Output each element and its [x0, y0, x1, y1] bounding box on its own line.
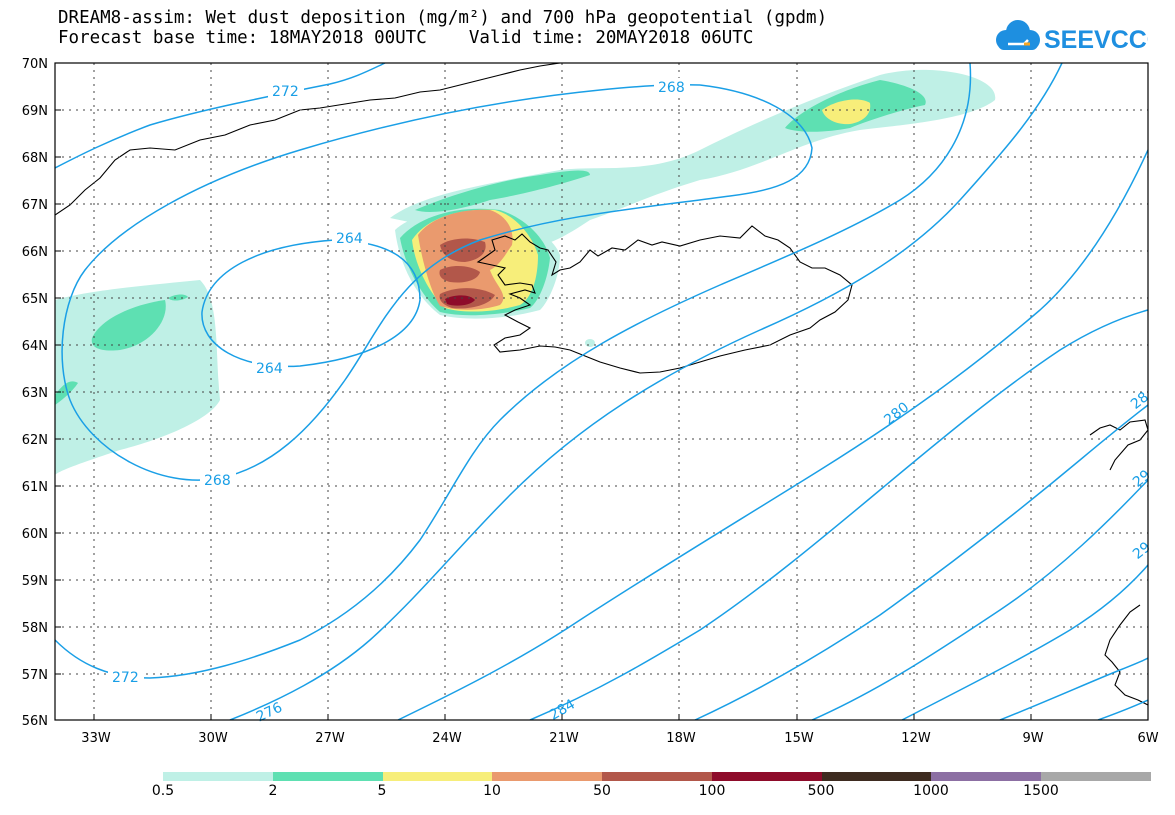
contour-label: 280 [881, 399, 912, 428]
legend-label: 1000 [913, 783, 949, 799]
lat-label: 56N [22, 714, 48, 729]
legend-swatch [711, 772, 822, 781]
contour-280 [529, 309, 1148, 720]
dust-area-iceland-brown-2 [439, 266, 480, 283]
lat-label: 57N [22, 668, 48, 683]
dust-deposition-layer [55, 69, 996, 475]
legend-label: 10 [483, 783, 501, 799]
dust-area-west-light [55, 280, 220, 475]
lat-label: 66N [22, 245, 48, 260]
latitude-labels: 70N 69N 68N 67N 66N 65N 64N 63N 62N 61N … [22, 57, 48, 729]
lat-label: 64N [22, 339, 48, 354]
legend-swatch [1041, 772, 1152, 781]
contour-292 [811, 479, 1148, 720]
dust-area-iceland-darkred [445, 295, 475, 306]
longitude-labels: 33W 30W 27W 24W 21W 18W 15W 12W 9W 6W [81, 731, 1158, 746]
lat-label: 61N [22, 480, 48, 495]
legend-label: 50 [593, 783, 611, 799]
legend-swatch [382, 772, 493, 781]
lon-label: 21W [549, 731, 579, 746]
lat-label: 65N [22, 292, 48, 307]
contour-label: 29 [1130, 467, 1154, 491]
lon-label: 24W [432, 731, 462, 746]
legend-label: 5 [377, 783, 387, 799]
legend-swatch [163, 772, 273, 781]
legend-swatch [602, 772, 712, 781]
lon-label: 33W [81, 731, 111, 746]
dust-area-small-light [585, 339, 595, 347]
iceland-coastline [476, 225, 853, 374]
dust-area-north-green [415, 170, 590, 212]
legend-swatch [492, 772, 603, 781]
legend-label: 500 [807, 783, 835, 799]
legend-label: 2 [268, 783, 278, 799]
lon-label: 6W [1137, 731, 1158, 746]
legend-swatch [931, 772, 1042, 781]
contour-264 [201, 239, 421, 368]
contour-label: 272 [272, 84, 299, 100]
seevccc-logo: SEEVCCC [996, 20, 1148, 54]
legend-label: 0.5 [151, 783, 175, 799]
grid-lines [55, 63, 1148, 720]
lon-label: 9W [1022, 731, 1043, 746]
contour-label: 272 [112, 670, 139, 686]
dust-area-ne-yellow [822, 99, 871, 125]
lat-label: 62N [22, 433, 48, 448]
lat-label: 70N [22, 57, 48, 72]
lat-label: 68N [22, 151, 48, 166]
scotland-coastline [1104, 604, 1148, 706]
contour-label: 264 [256, 361, 283, 377]
faroe-coastline [1089, 419, 1148, 471]
dust-area-west-green-2 [168, 294, 188, 301]
contour-288 [694, 404, 1148, 720]
contour-label: 29 [1130, 539, 1154, 563]
contour-276 [229, 63, 1063, 720]
legend-label: 100 [698, 783, 726, 799]
contour-label: 268 [204, 473, 231, 489]
contour-296b [999, 657, 1148, 720]
logo-text: SEEVCCC [1044, 26, 1148, 54]
longitude-axis [93, 714, 1149, 720]
lat-label: 67N [22, 198, 48, 213]
legend-swatch [272, 772, 383, 781]
legend-label: 1500 [1023, 783, 1059, 799]
contour-label: 268 [658, 80, 685, 96]
contour-label: 276 [254, 700, 285, 726]
lat-label: 58N [22, 621, 48, 636]
lon-label: 18W [666, 731, 696, 746]
contour-296c [1097, 699, 1148, 720]
dust-area-iceland-brown-1 [440, 238, 486, 262]
contour-label: 264 [336, 231, 363, 247]
lon-label: 27W [315, 731, 345, 746]
chart-title-line1: DREAM8-assim: Wet dust deposition (mg/m²… [58, 8, 828, 28]
coastlines [55, 63, 1148, 706]
dust-area-west-green [91, 300, 166, 351]
contour-272-south [55, 63, 972, 679]
chart-title-line2: Forecast base time: 18MAY2018 00UTC Vali… [58, 28, 754, 48]
lat-label: 59N [22, 574, 48, 589]
lon-label: 12W [901, 731, 931, 746]
contour-284 [397, 149, 1148, 720]
contour-296a [901, 564, 1148, 720]
color-legend-bar [163, 772, 1152, 781]
legend-swatch [821, 772, 932, 781]
lat-label: 63N [22, 386, 48, 401]
lon-label: 30W [198, 731, 228, 746]
dust-area-sw-green [55, 381, 78, 405]
latitude-axis [55, 62, 61, 721]
contour-272-north [55, 63, 386, 169]
cloud-icon [996, 20, 1040, 50]
lat-label: 60N [22, 527, 48, 542]
lon-label: 15W [784, 731, 814, 746]
lat-label: 69N [22, 104, 48, 119]
